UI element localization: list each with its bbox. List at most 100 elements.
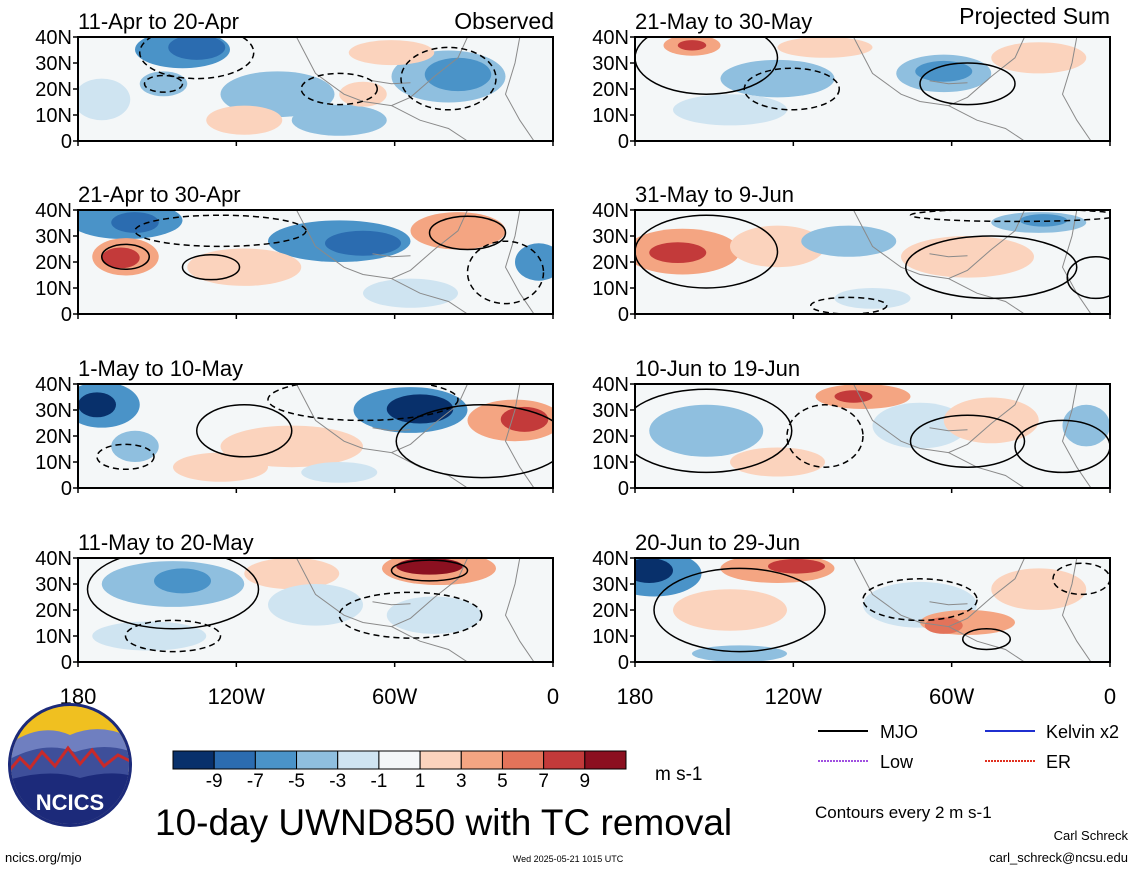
panel-date-label: 31-May to 9-Jun: [635, 182, 794, 207]
y-tick-label: 20N: [35, 600, 72, 622]
er-legend-label: ER: [1046, 752, 1071, 772]
mjo-contour: [635, 214, 779, 289]
colorbar-tick-label: -7: [247, 771, 264, 792]
logo-text: NCICS: [36, 790, 104, 815]
y-tick-label: 40N: [592, 200, 629, 222]
wind-anomaly-patch: [1019, 214, 1068, 227]
coastline: [391, 105, 468, 141]
low-legend-label: Low: [880, 752, 914, 772]
coastline: [1061, 384, 1092, 488]
coastline: [948, 278, 1025, 314]
y-tick-label: 0: [618, 131, 629, 153]
wind-anomaly-patch: [673, 94, 787, 126]
website-link[interactable]: ncics.org/mjo: [5, 850, 82, 865]
coastline: [1061, 558, 1092, 662]
panel-1-field: [78, 37, 553, 141]
panel-8: 20-Jun to 29-Jun 40N 30N 20N 10N 0 180 120W 60W 0: [592, 530, 1116, 709]
wind-anomaly-patch: [649, 404, 764, 457]
mjo-contour: [400, 46, 497, 111]
mjo-contour: [390, 559, 469, 582]
y-tick-label: 30N: [35, 400, 72, 422]
colorbar-tick-label: -5: [288, 771, 305, 792]
wind-anomaly-patch: [872, 402, 968, 449]
mjo-contour: [101, 243, 150, 271]
mjo-contour: [139, 37, 255, 80]
wind-anomaly-patch: [649, 242, 707, 264]
colorbar-box: [172, 750, 215, 770]
wind-anomaly-patch: [92, 621, 207, 651]
wind-anomaly-patch: [396, 558, 463, 575]
mjo-contour: [181, 253, 241, 281]
y-tick-label: 10N: [35, 452, 72, 474]
mjo-contour: [428, 215, 507, 251]
author-name: Carl Schreck: [1054, 828, 1129, 843]
contour-note: Contours every 2 m s-1: [815, 803, 992, 822]
contour-legend: MJO Kelvin x2 Low ER: [818, 722, 1119, 772]
y-tick-label: 10N: [35, 626, 72, 648]
colorbar-tick-label: -1: [370, 771, 387, 792]
panel-date-label: 11-Apr to 20-Apr: [78, 9, 239, 34]
y-tick-label: 0: [61, 304, 72, 326]
x-tick-label: 0: [1104, 684, 1116, 709]
mjo-contour: [1052, 562, 1110, 596]
ncics-logo: NCICS: [8, 703, 132, 827]
wind-anomaly-patch: [834, 288, 911, 309]
coastline: [929, 253, 968, 258]
x-tick-label: 180: [617, 684, 654, 709]
coastline: [391, 626, 468, 662]
mjo-contour: [862, 578, 978, 622]
wind-anomaly-patch: [291, 104, 387, 136]
wind-anomaly-patch: [991, 568, 1087, 610]
y-tick-label: 30N: [592, 574, 629, 596]
y-tick-label: 0: [618, 652, 629, 674]
coastline: [948, 626, 1025, 662]
mjo-contour: [919, 62, 1016, 106]
wind-anomaly-patch: [730, 447, 825, 477]
coastline: [372, 80, 411, 85]
mjo-contour: [196, 404, 293, 458]
wind-anomaly-patch: [1062, 404, 1110, 447]
colorbar: -9 -7 -5 -3 -1 1 3 5 7 9: [172, 750, 627, 792]
kelvin-legend-label: Kelvin x2: [1046, 722, 1119, 742]
y-tick-label: 30N: [592, 400, 629, 422]
wind-anomaly-patch: [220, 425, 363, 468]
colorbar-tick-label: -3: [329, 771, 346, 792]
panel-5-field: [635, 37, 1110, 141]
y-tick-label: 0: [618, 304, 629, 326]
y-tick-label: 20N: [592, 426, 629, 448]
coastline: [1061, 37, 1092, 141]
mjo-contour: [635, 388, 793, 474]
y-tick-label: 10N: [592, 278, 629, 300]
y-tick-label: 0: [618, 478, 629, 500]
projected-sum-label: Projected Sum: [959, 3, 1110, 29]
mjo-contour: [124, 619, 222, 653]
wind-anomaly-patch: [301, 462, 378, 483]
mjo-contour: [300, 72, 378, 106]
x-tick-label: 0: [547, 684, 559, 709]
y-tick-label: 40N: [592, 548, 629, 570]
wind-anomaly-patch: [187, 248, 302, 286]
x-tick-label: 60W: [929, 684, 974, 709]
wind-anomaly-patch: [768, 559, 825, 574]
y-tick-label: 20N: [592, 252, 629, 274]
colorbar-box: [419, 750, 462, 770]
coastline: [372, 253, 411, 258]
panel-7-field: [635, 384, 1110, 488]
wind-anomaly-patch: [206, 105, 283, 135]
y-tick-label: 40N: [592, 27, 629, 49]
wind-anomaly-patch: [943, 397, 1039, 444]
mjo-contour: [395, 404, 553, 479]
colorbar-tick-label: -9: [206, 771, 223, 792]
y-tick-label: 40N: [35, 200, 72, 222]
coastline: [504, 384, 535, 488]
panel-date-label: 20-Jun to 29-Jun: [635, 530, 800, 555]
mjo-contour: [635, 37, 779, 95]
wind-anomaly-patch: [424, 57, 492, 92]
y-tick-label: 30N: [35, 53, 72, 75]
colorbar-box: [460, 750, 503, 770]
mjo-contour: [143, 74, 184, 93]
author-email: carl_schreck@ncsu.edu: [989, 850, 1128, 865]
mjo-legend-label: MJO: [880, 722, 918, 742]
coastline: [948, 452, 1025, 488]
